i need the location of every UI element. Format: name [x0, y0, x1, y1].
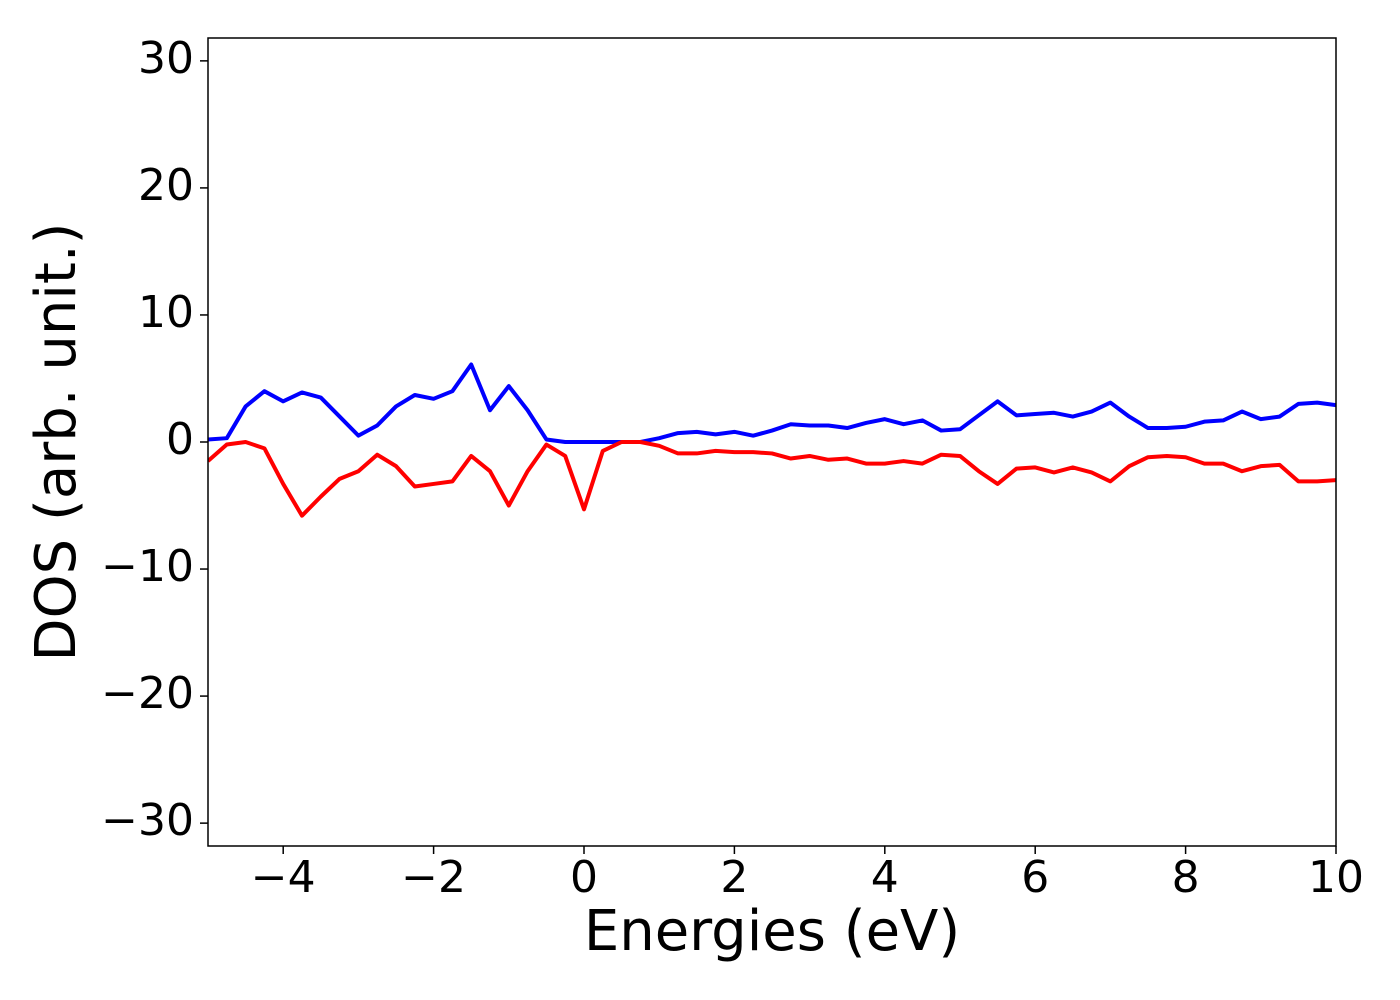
- data-line: [208, 362, 1336, 444]
- plot-frame: [207, 37, 1337, 847]
- x-tick-label: 4: [871, 852, 899, 903]
- y-tick-label: 20: [138, 160, 194, 211]
- x-tick-label: 0: [570, 852, 598, 903]
- y-tick-label: −20: [101, 668, 194, 719]
- y-axis-label: DOS (arb. unit.): [24, 222, 89, 661]
- x-tick-label: −2: [401, 852, 466, 903]
- x-tick-label: 6: [1021, 852, 1049, 903]
- y-tick-label: −30: [101, 795, 194, 846]
- y-tick-label: 30: [138, 33, 194, 84]
- x-tick-label: 10: [1308, 852, 1364, 903]
- x-tick-label: −4: [251, 852, 316, 903]
- x-axis-label: Energies (eV): [584, 899, 960, 964]
- x-tick-label: 8: [1172, 852, 1200, 903]
- y-tick-label: 10: [138, 287, 194, 338]
- x-tick-label: 2: [720, 852, 748, 903]
- data-line: [208, 440, 1336, 518]
- y-tick-label: −10: [101, 541, 194, 592]
- y-tick-label: 0: [166, 414, 194, 465]
